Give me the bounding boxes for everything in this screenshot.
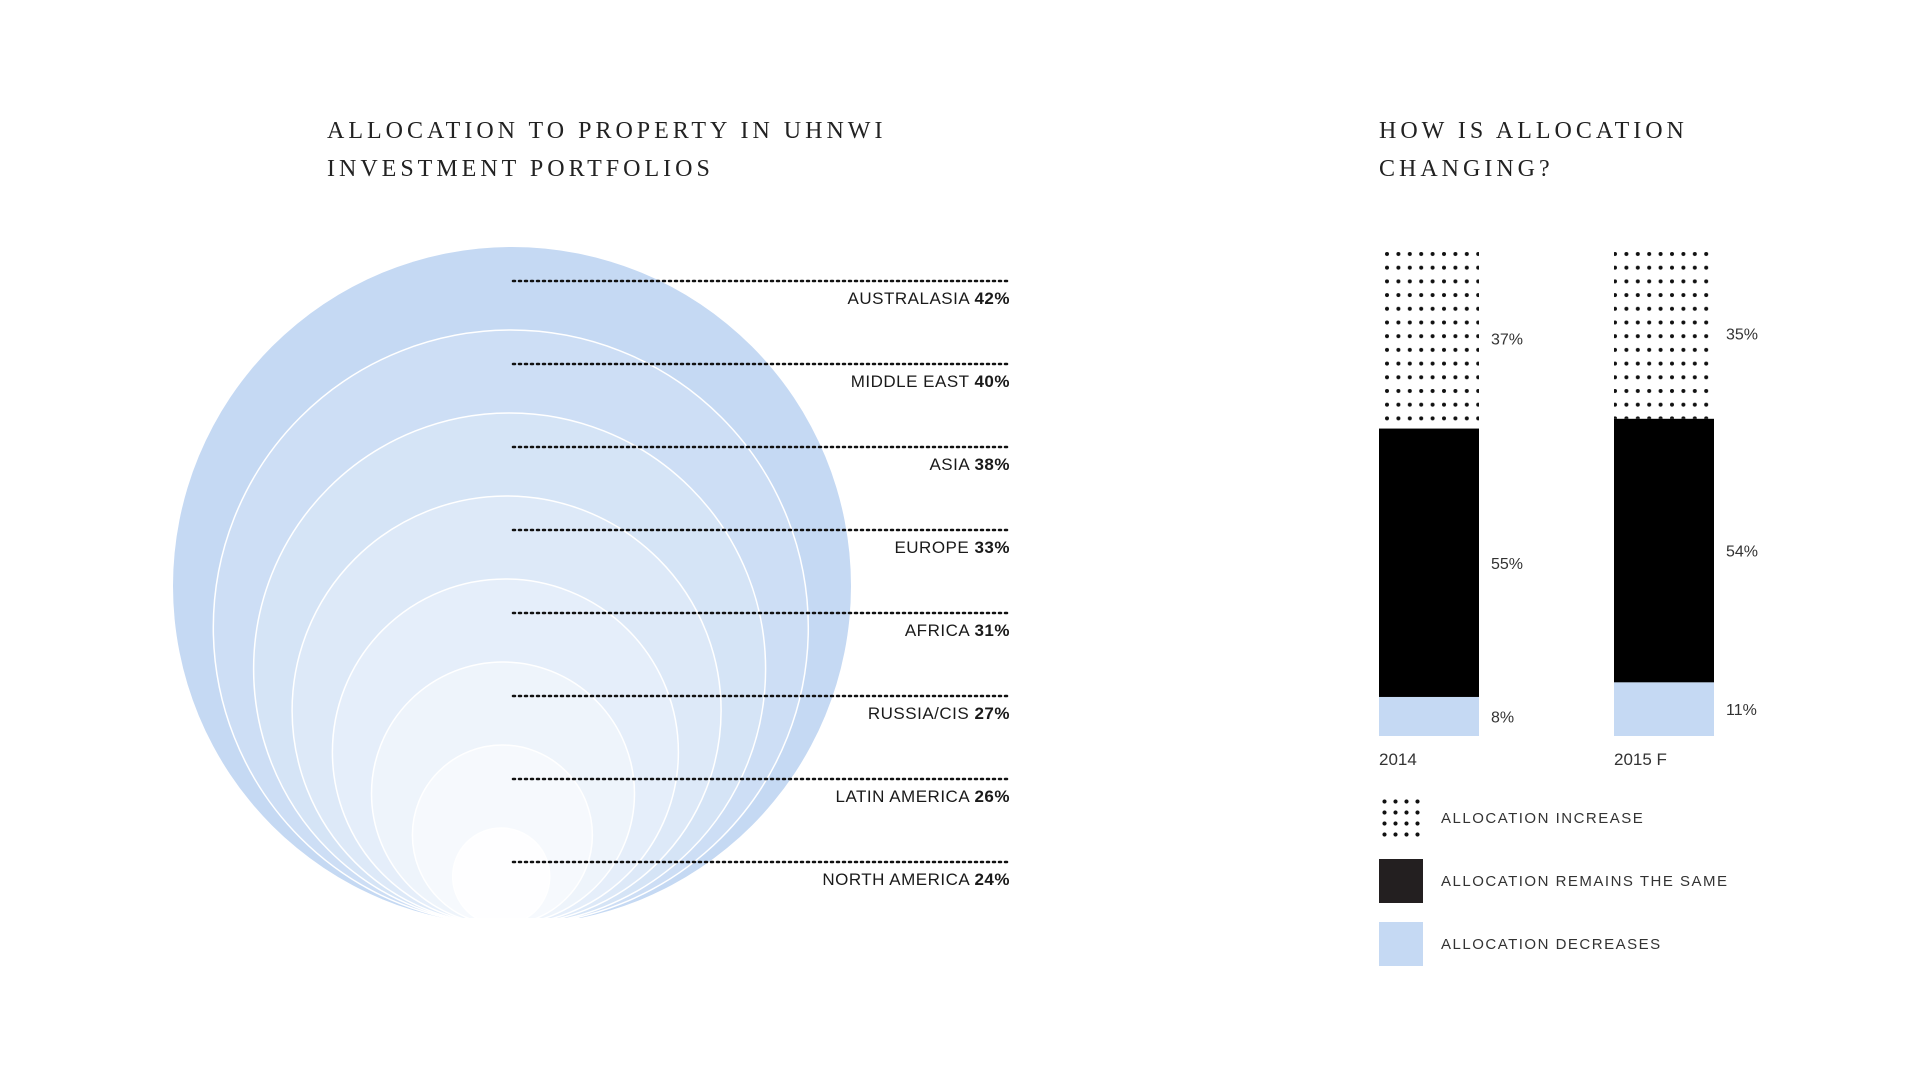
region-value: 42%	[974, 289, 1010, 308]
bar-segment-blue	[1614, 682, 1714, 736]
region-value: 38%	[974, 455, 1010, 474]
category-label: 2015 F	[1614, 750, 1667, 769]
chart-title-line-1: ALLOCATION TO PROPERTY IN UHNWI	[327, 118, 887, 144]
legend-item: ALLOCATION REMAINS THE SAME	[1379, 859, 1729, 903]
region-value: 24%	[974, 870, 1010, 889]
legend-label: ALLOCATION REMAINS THE SAME	[1441, 872, 1729, 890]
region-name: ASIA	[929, 455, 974, 474]
region-value: 40%	[974, 372, 1010, 391]
region-label: MIDDLE EAST 40%	[851, 372, 1010, 391]
region-label: RUSSIA/CIS 27%	[868, 704, 1010, 723]
region-label: NORTH AMERICA 24%	[822, 870, 1010, 889]
region-value: 26%	[974, 787, 1010, 806]
category-label: 2014	[1379, 750, 1417, 769]
legend-swatch-dark	[1379, 859, 1423, 903]
bar-segment-dots	[1379, 248, 1479, 429]
legend-label: ALLOCATION DECREASES	[1441, 935, 1662, 953]
region-circle-north-america	[451, 827, 551, 918]
segment-value-label: 54%	[1726, 544, 1758, 561]
legend-item: ALLOCATION DECREASES	[1379, 922, 1662, 966]
region-label: AFRICA 31%	[905, 621, 1010, 640]
segment-value-label: 11%	[1726, 702, 1757, 719]
legend-item: ALLOCATION INCREASE	[1379, 796, 1644, 840]
segment-value-label: 37%	[1491, 331, 1523, 348]
region-name: NORTH AMERICA	[822, 870, 974, 889]
chart-title-line-1: HOW IS ALLOCATION	[1379, 118, 1688, 144]
chart-title-line-2: INVESTMENT PORTFOLIOS	[327, 156, 714, 182]
region-label: ASIA 38%	[929, 455, 1010, 474]
region-label: AUSTRALASIA 42%	[848, 289, 1010, 308]
region-name: AFRICA	[905, 621, 975, 640]
region-name: EUROPE	[894, 538, 974, 557]
region-value: 31%	[974, 621, 1010, 640]
chart-title-changing: HOW IS ALLOCATION CHANGING?	[1379, 112, 1688, 188]
region-name: LATIN AMERICA	[836, 787, 975, 806]
segment-value-label: 55%	[1491, 556, 1523, 573]
bar-segment-black	[1614, 418, 1714, 683]
region-label: LATIN AMERICA 26%	[836, 787, 1010, 806]
legend-swatch-dots	[1379, 796, 1423, 840]
segment-value-label: 35%	[1726, 326, 1758, 343]
legend-label: ALLOCATION INCREASE	[1441, 809, 1645, 827]
region-value: 27%	[974, 704, 1010, 723]
region-name: AUSTRALASIA	[848, 289, 975, 308]
region-label: EUROPE 33%	[894, 538, 1010, 557]
chart-title-line-2: CHANGING?	[1379, 156, 1554, 182]
region-name: MIDDLE EAST	[851, 372, 975, 391]
bar-segment-black	[1379, 428, 1479, 697]
chart-title-allocation: ALLOCATION TO PROPERTY IN UHNWI INVESTME…	[327, 112, 886, 188]
bar-segment-blue	[1379, 696, 1479, 736]
segment-value-label: 8%	[1491, 709, 1514, 726]
legend-swatch-blue	[1379, 922, 1423, 966]
bar-segment-dots	[1614, 248, 1714, 419]
region-name: RUSSIA/CIS	[868, 704, 975, 723]
region-value: 33%	[974, 538, 1010, 557]
